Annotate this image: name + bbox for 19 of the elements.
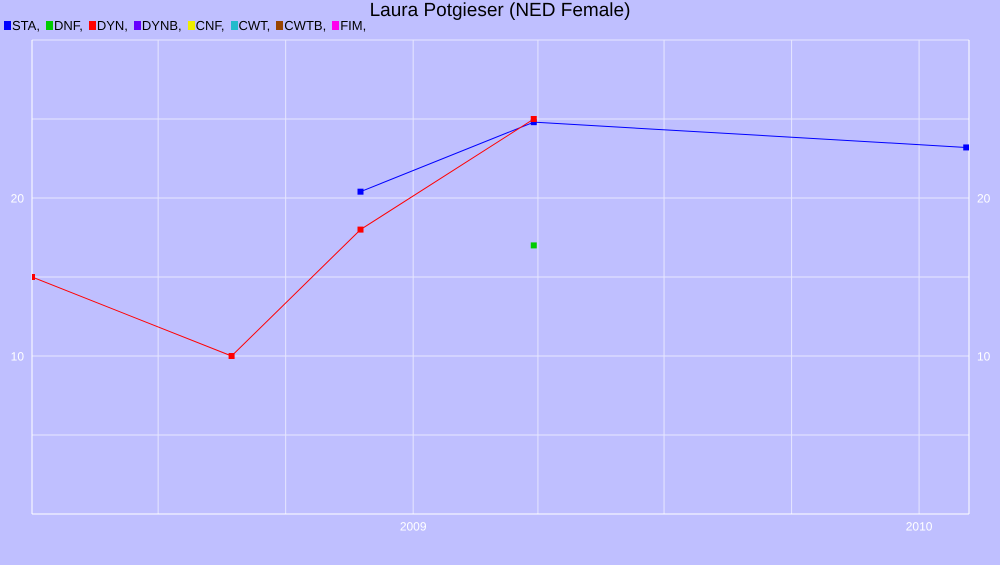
point bbox=[963, 144, 969, 150]
x-tick-label: 2010 bbox=[906, 520, 933, 534]
y2-tick-label: 10 bbox=[977, 349, 991, 364]
legend-label: DNF, bbox=[54, 18, 83, 33]
legend-label: DYN, bbox=[96, 18, 128, 33]
point bbox=[530, 242, 537, 248]
chart-title: Laura Potgieser (NED Female) bbox=[370, 0, 630, 21]
point bbox=[358, 226, 364, 233]
point bbox=[228, 353, 235, 359]
legend-label: CWTB, bbox=[284, 18, 326, 33]
point bbox=[358, 188, 364, 195]
y2-tick-label: 20 bbox=[977, 191, 991, 206]
x-tick-label: 2009 bbox=[400, 520, 427, 534]
point bbox=[530, 116, 537, 122]
legend-label: FIM, bbox=[340, 18, 366, 33]
legend-label: CNF, bbox=[196, 18, 225, 33]
legend-label: STA, bbox=[12, 18, 40, 33]
legend-label: DYNB, bbox=[142, 18, 182, 33]
legend-label: CWT, bbox=[238, 18, 270, 33]
